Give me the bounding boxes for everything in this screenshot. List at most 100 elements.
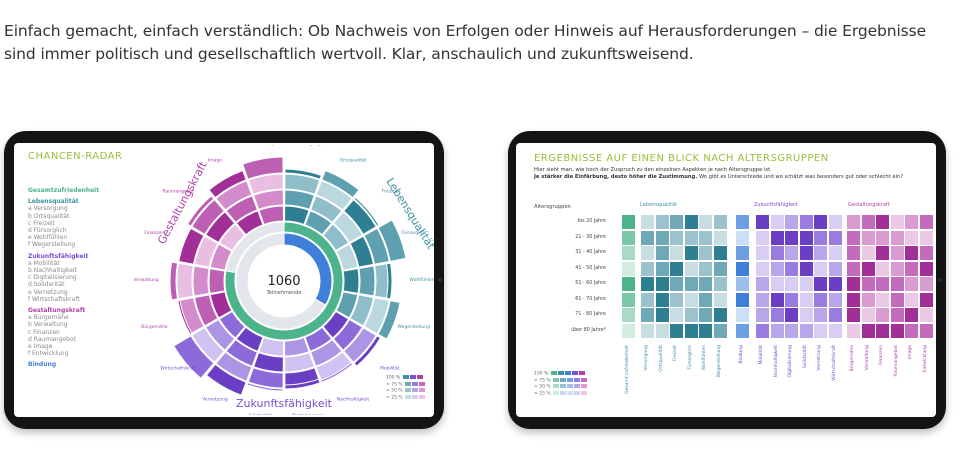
- heatmap-cell: [890, 230, 904, 245]
- heatmap-cell: [890, 292, 904, 307]
- radar-key-label: 100 %: [386, 375, 401, 381]
- intro-paragraph: Einfach gemacht, einfach verständlich: O…: [4, 22, 927, 63]
- heatmap-cell: [770, 292, 784, 307]
- heatmap-cell: [736, 308, 749, 322]
- radar-ring-label: Versorgung: [295, 145, 321, 147]
- heatmap-cell: [905, 230, 918, 245]
- heatmap-cell: [622, 308, 635, 322]
- radar-center-number: 1060: [267, 274, 300, 289]
- radar-segments: [169, 156, 407, 396]
- heatmap-cell: [847, 261, 860, 276]
- age-label: über 80 Jahre*: [571, 327, 606, 333]
- heatmap-cell: [919, 308, 933, 322]
- radar-segment: [284, 205, 310, 226]
- heatmap-cell: [655, 277, 669, 291]
- radar-segment: [204, 318, 236, 351]
- column-label: Mobilität: [759, 345, 764, 365]
- heatmap-cell: [684, 277, 698, 291]
- heatmap-cell: [814, 230, 827, 245]
- radar-segment: [385, 262, 393, 300]
- heatmap-cell: [770, 323, 784, 338]
- heatmap-cell: [713, 261, 727, 276]
- radar-segment: [247, 367, 284, 389]
- heatmap-cell: [713, 323, 727, 338]
- age-header: Altersgruppen: [534, 204, 571, 210]
- radar-segment: [235, 210, 264, 236]
- heatmap-cell: [876, 215, 889, 229]
- radar-segment: [193, 294, 219, 327]
- heatmap-cell: [641, 261, 654, 276]
- heatmap-key-label: 100 %: [534, 371, 549, 377]
- tablet-camera: [438, 278, 442, 282]
- heatmap-cell: [756, 292, 769, 307]
- heatmap-cell: [770, 261, 784, 276]
- heatmap-cell: [876, 308, 889, 322]
- radar-ring-label: Raumangebot: [162, 188, 194, 194]
- heatmap-cell: [828, 261, 842, 276]
- heatmap-cell: [861, 292, 875, 307]
- heatmap-cell: [684, 308, 698, 322]
- radar-segment: [204, 211, 236, 244]
- heatmap-cell: [670, 292, 683, 307]
- heatmap-cell: [770, 246, 784, 260]
- tablet-altersgruppen: ERGEBNISSE AUF EINEN BLICK NACH ALTERSGR…: [508, 131, 946, 429]
- heatmap-cell: [905, 277, 918, 291]
- heatmap-cell: [699, 215, 712, 229]
- heatmap-cell: [756, 261, 769, 276]
- column-label: Solidarität: [802, 345, 808, 369]
- heatmap-cell: [861, 323, 875, 338]
- radar-segment: [332, 211, 364, 244]
- heatmap-cell: [861, 261, 875, 276]
- subtitle-bold: Je stärker die Einfärbung, desto höher d…: [534, 174, 698, 180]
- legend-lq-f: f Wegerstellung: [28, 241, 76, 249]
- radar-segment: [258, 336, 284, 357]
- column-label: Raumangebot: [893, 345, 899, 377]
- radar-key-row: > 25 %: [386, 394, 426, 402]
- heatmap-cell: [905, 323, 918, 338]
- radar-segment: [377, 300, 401, 340]
- column-label: Digitalisierung: [788, 345, 793, 378]
- subtitle-line-2: Je stärker die Einfärbung, desto höher d…: [534, 174, 934, 181]
- heatmap-cell: [799, 292, 813, 307]
- heatmap-cell: [713, 246, 727, 260]
- radar-segment: [177, 227, 191, 262]
- heatmap-cell: [655, 308, 669, 322]
- radar-inner-bg: [225, 221, 285, 274]
- legend-lq-d: d Fürsorglich: [28, 227, 67, 235]
- heatmap-cell: [876, 246, 889, 260]
- heatmap-cell: [756, 323, 769, 338]
- heatmap-cell: [684, 323, 698, 338]
- radar-segment: [186, 195, 215, 227]
- radar-segment: [225, 338, 259, 367]
- heatmap-cell: [785, 308, 798, 322]
- heatmap-key-label: > 50 %: [534, 384, 551, 390]
- radar-key: 100 % > 75 % > 50 % > 25 %: [386, 375, 426, 402]
- legend-zf-e: e Vernetzung: [28, 288, 68, 296]
- radar-segment: [173, 335, 215, 380]
- heatmap-cell: [799, 230, 813, 245]
- legend-lq-a: a Versorgung: [28, 205, 68, 213]
- heatmap-cell: [847, 292, 860, 307]
- radar-segment: [246, 382, 284, 392]
- radar-key-label: > 25 %: [386, 395, 403, 400]
- legend-zf-b: b Nachhaltigkeit: [28, 267, 77, 275]
- heatmap-cell: [641, 323, 654, 338]
- radar-segment: [193, 235, 219, 268]
- heatmap-cell: [919, 323, 933, 338]
- radar-key-row: > 75 %: [386, 381, 426, 389]
- heatmap-cell: [876, 277, 889, 291]
- column-label: Entwicklung: [922, 345, 928, 373]
- age-label: 51 - 60 Jahre: [575, 281, 606, 286]
- heatmap-cell: [670, 246, 683, 260]
- age-label: 31 - 40 Jahre: [575, 250, 606, 255]
- radar-key-label: > 75 %: [386, 382, 403, 387]
- heatmap-cell: [814, 308, 827, 322]
- legend-gk-b: b Verwaltung: [28, 321, 68, 329]
- heatmap-cell: [890, 261, 904, 276]
- heatmap-cell: [655, 261, 669, 276]
- heatmap-cell: [785, 246, 798, 260]
- heatmap-cell: [641, 246, 654, 260]
- heatmap-cell: [785, 261, 798, 276]
- heatmap-cell: [713, 215, 727, 229]
- heatmap-cell: [641, 308, 654, 322]
